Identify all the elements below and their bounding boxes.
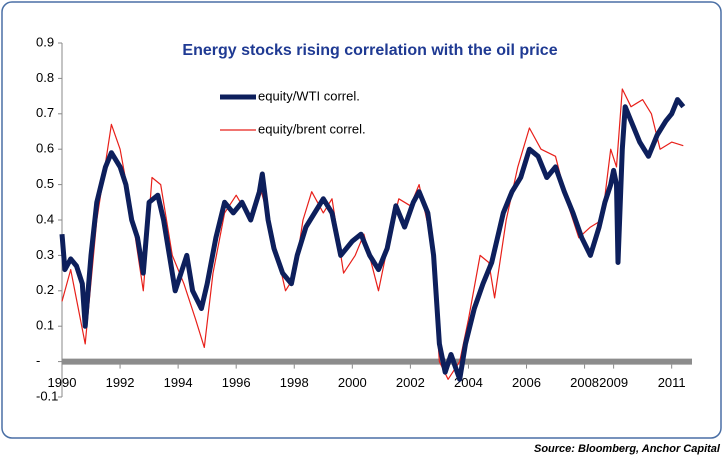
chart-title: Energy stocks rising correlation with th… [182,42,557,59]
y-tick-label: -0.1 [36,388,58,403]
x-tick-label: 1994 [164,375,193,390]
y-tick-label: - [36,353,40,368]
y-tick-label: 0.7 [36,105,54,120]
x-tick-label: 1990 [48,375,77,390]
x-tick-label: 2002 [396,375,425,390]
x-tick-label: 2000 [338,375,367,390]
series-line [61,88,684,380]
legend-label: equity/brent correl. [258,121,366,136]
y-tick-label: 0.8 [36,70,54,85]
source-note: Source: Bloomberg, Anchor Capital [534,443,721,455]
x-tick-label: 2006 [512,375,541,390]
x-tick-label: 2008 [570,375,599,390]
y-tick-label: 0.9 [36,34,54,49]
legend-label: equity/WTI correl. [258,88,360,103]
x-tick-label: 2009 [599,375,628,390]
x-tick-label: 1996 [222,375,251,390]
y-tick-label: 0.4 [36,211,54,226]
series-line [59,97,686,382]
chart-frame [1,1,722,439]
y-tick-label: 0.5 [36,176,54,191]
x-tick-label: 2011 [658,375,686,390]
x-tick-label: 1998 [280,375,309,390]
x-tick-label: 1992 [106,375,135,390]
y-tick-label: 0.1 [36,318,54,333]
y-tick-label: 0.2 [36,282,54,297]
y-tick-label: 0.6 [36,141,54,156]
y-tick-label: 0.3 [36,247,54,262]
